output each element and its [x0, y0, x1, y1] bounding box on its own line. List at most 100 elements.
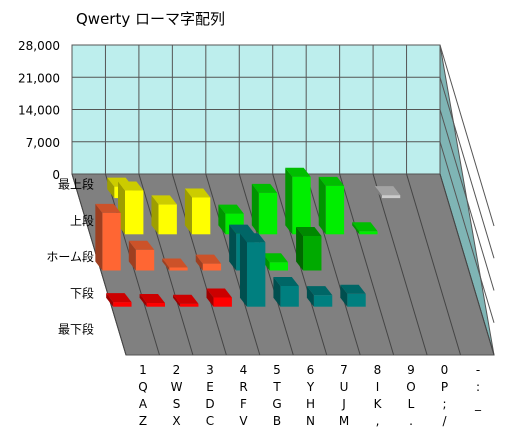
bar-front [213, 297, 232, 307]
bar [374, 186, 401, 199]
column-label: K [374, 397, 383, 411]
bar [162, 258, 188, 271]
bar-front [113, 302, 132, 307]
bar-side [306, 286, 314, 307]
bar-front [258, 192, 278, 235]
bar-front [313, 295, 333, 307]
bar [318, 176, 345, 235]
side-gridline [439, 109, 495, 291]
bar-side [318, 176, 326, 235]
bar-side [184, 188, 192, 235]
bar-top [139, 294, 165, 304]
bar-top [218, 204, 244, 214]
column-label: L [408, 397, 415, 411]
column-label: S [173, 397, 181, 411]
row-label: ホーム段 [46, 249, 94, 264]
bar-front [135, 249, 155, 271]
bar-side [106, 293, 114, 307]
column-label: D [205, 397, 214, 411]
column-label: O [406, 380, 415, 394]
column-label: C [206, 414, 214, 428]
bar [184, 188, 211, 235]
column-label: R [239, 380, 247, 394]
column-label: 2 [173, 363, 181, 377]
column-label: / [442, 414, 447, 428]
bar-top [106, 293, 132, 303]
bar-top [118, 181, 144, 191]
bars [95, 167, 401, 307]
column-label: 8 [374, 363, 382, 377]
bar-side [340, 284, 348, 307]
bar-front [158, 204, 177, 235]
column-label: 0 [441, 363, 449, 377]
bar [285, 167, 311, 235]
bar-side [296, 226, 304, 271]
bar-side [218, 204, 226, 235]
bar-side [285, 167, 293, 235]
row-label: 上段 [70, 213, 94, 228]
y-tick-label: 14,000 [18, 104, 60, 118]
column-label: H [306, 397, 315, 411]
column-label: Y [306, 380, 315, 394]
bar-front [359, 231, 378, 235]
bar-top [128, 240, 155, 250]
column-label: 7 [340, 363, 348, 377]
bar-top [340, 284, 366, 294]
bar-side [195, 254, 203, 271]
column-label: W [171, 380, 183, 394]
column-label: 1 [139, 363, 147, 377]
bar-front [191, 197, 211, 235]
chart-title: Qwerty ローマ字配列 [76, 10, 225, 28]
column-label: X [172, 414, 180, 428]
column-label: : [476, 380, 480, 394]
bar-top [352, 222, 378, 232]
bar-top [206, 288, 232, 298]
bar-front [347, 293, 366, 307]
bar-front [102, 212, 121, 271]
bar [139, 294, 165, 307]
bar [151, 195, 177, 235]
column-label: 4 [240, 363, 248, 377]
floor-depth-line [439, 173, 495, 356]
side-gridline [439, 77, 495, 259]
bar-top [296, 226, 322, 236]
bar-front [325, 185, 345, 235]
bar-top [318, 176, 345, 186]
column-label: ; [442, 397, 446, 411]
row-label: 最上段 [58, 177, 94, 192]
bar-top [184, 188, 211, 198]
bar-side [107, 177, 115, 199]
bar [239, 233, 266, 307]
column-label: A [139, 397, 148, 411]
bar-side [128, 240, 136, 271]
y-tick-label: 28,000 [18, 39, 60, 53]
bar-front [125, 190, 144, 235]
bar-side [151, 195, 159, 235]
floor-depth-line [339, 173, 395, 356]
bar [106, 293, 132, 307]
bar-front [292, 176, 311, 235]
bar [251, 183, 278, 235]
y-tick-label: 7,000 [26, 136, 60, 150]
bar [306, 286, 333, 307]
column-labels: 1 QAZ 2 WSX 3 EDC 4 RFV 5 TGB 6 YHN 7 UJM 8 IK, 9 OL. 0 P; /… [138, 363, 482, 428]
bar-side [352, 222, 360, 235]
bar [206, 288, 232, 307]
column-label: U [340, 380, 349, 394]
column-label: Q [138, 380, 147, 394]
bar-top [151, 195, 177, 205]
column-label: F [240, 397, 247, 411]
column-label: - [476, 363, 480, 377]
bar [296, 226, 322, 271]
bar-front [303, 235, 322, 271]
side-gridline [439, 141, 495, 323]
bar-side [273, 276, 281, 307]
bar-top [273, 276, 299, 286]
bar-front [246, 242, 266, 307]
bar-side [139, 294, 147, 307]
bar-front [180, 303, 199, 307]
column-label: 5 [273, 363, 281, 377]
column-label: V [239, 414, 248, 428]
column-label: J [341, 397, 346, 411]
column-label: I [376, 380, 380, 394]
